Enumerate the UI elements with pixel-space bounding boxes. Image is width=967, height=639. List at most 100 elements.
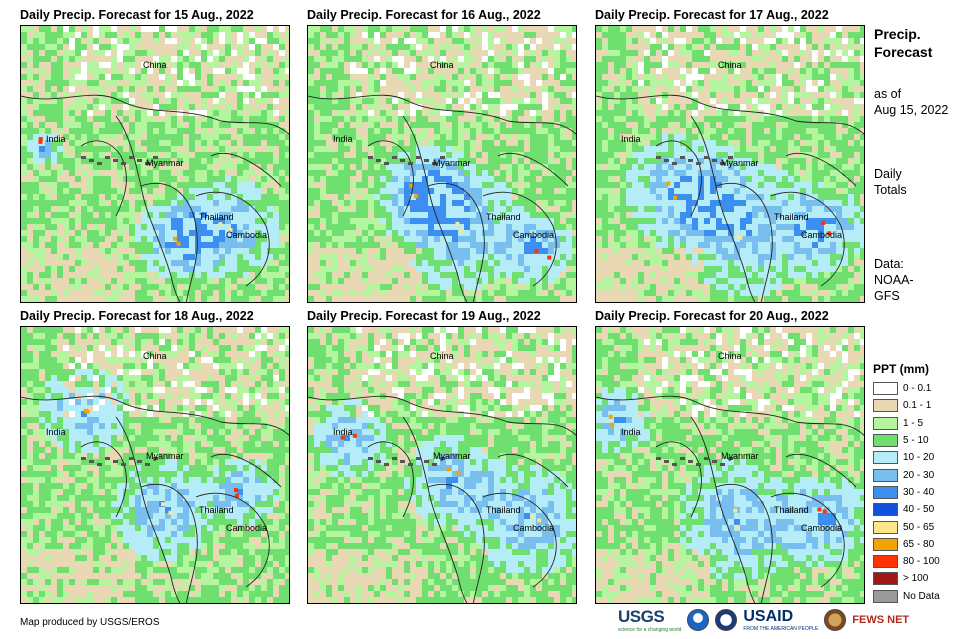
legend-row: 40 - 50 [873, 501, 965, 518]
map-graphic [596, 26, 864, 302]
legend-row: 10 - 20 [873, 449, 965, 466]
legend-label: 0 - 0.1 [903, 383, 932, 395]
map-graphic [21, 327, 289, 603]
usaid-logo-text: USAID [743, 608, 794, 625]
map-panel-4: Daily Precip. Forecast for 18 Aug., 2022… [20, 309, 290, 611]
precip-map: China India Myanmar Thailand Cambodia [595, 326, 865, 604]
label-cambodia: Cambodia [513, 230, 555, 240]
label-china: China [430, 351, 454, 361]
data-line2: NOAA- [874, 273, 914, 287]
legend-label: 50 - 65 [903, 521, 935, 533]
label-thailand: Thailand [486, 505, 521, 515]
usaid-logo: USAID FROM THE AMERICAN PEOPLE [743, 608, 818, 632]
credit-text: Map produced by USGS/EROS [20, 617, 160, 628]
map-panel-5: Daily Precip. Forecast for 19 Aug., 2022… [307, 309, 577, 611]
label-china: China [430, 60, 454, 70]
fews-net-logo: FEWS NET [852, 614, 910, 626]
legend-title: PPT (mm) [873, 362, 930, 376]
precip-map: China India Myanmar Thailand Cambodia [307, 25, 577, 303]
panel-title: Daily Precip. Forecast for 15 Aug., 2022 [20, 8, 254, 22]
usaid-seal-icon [715, 609, 738, 631]
legend-row: 65 - 80 [873, 536, 965, 553]
legend: PPT (mm) 0 - 0.1 0.1 - 1 1 - 5 5 - 10 10 - 2… [873, 362, 965, 605]
panel-title: Daily Precip. Forecast for 20 Aug., 2022 [595, 309, 829, 323]
legend-swatch [873, 451, 898, 465]
map-panel-3: Daily Precip. Forecast for 17 Aug., 2022… [595, 8, 865, 310]
as-of-date: Aug 15, 2022 [874, 103, 949, 117]
legend-label: 5 - 10 [903, 435, 929, 447]
legend-label: > 100 [903, 573, 929, 585]
legend-label: 0.1 - 1 [903, 400, 932, 412]
label-myanmar: Myanmar [146, 451, 184, 461]
label-india: India [46, 134, 66, 144]
legend-label: No Data [903, 590, 940, 602]
precip-map: China India Myanmar Thailand Cambodia [307, 326, 577, 604]
label-thailand: Thailand [199, 212, 234, 222]
legend-swatch [873, 485, 898, 499]
precip-map: China India Myanmar Thailand Cambodia [595, 25, 865, 303]
side-title-line1: Precip. [874, 26, 921, 42]
as-of-block: as of Aug 15, 2022 [874, 86, 948, 118]
label-thailand: Thailand [486, 212, 521, 222]
label-myanmar: Myanmar [433, 158, 471, 168]
label-china: China [143, 351, 167, 361]
precip-map: China India Myanmar Thailand Cambodia [20, 25, 290, 303]
label-cambodia: Cambodia [801, 230, 843, 240]
side-title: Precip. Forecast [874, 25, 932, 61]
precip-map: China India Myanmar Thailand Cambodia [20, 326, 290, 604]
legend-swatch [873, 572, 898, 586]
usaid-tagline: FROM THE AMERICAN PEOPLE [743, 626, 819, 632]
as-of-label: as of [874, 87, 902, 101]
data-source-block: Data: NOAA- GFS [874, 256, 914, 304]
legend-label: 80 - 100 [903, 556, 940, 568]
legend-swatch [873, 468, 898, 482]
legend-row: 1 - 5 [873, 415, 965, 432]
legend-label: 20 - 30 [903, 469, 935, 481]
map-graphic [308, 26, 576, 302]
usgs-logo-text: USGS [618, 607, 665, 626]
legend-swatch [873, 537, 898, 551]
label-myanmar: Myanmar [721, 158, 759, 168]
totals-line1: Daily [874, 167, 902, 181]
totals-block: Daily Totals [874, 166, 907, 198]
label-myanmar: Myanmar [433, 451, 471, 461]
legend-row: 0.1 - 1 [873, 397, 965, 414]
panel-title: Daily Precip. Forecast for 19 Aug., 2022 [307, 309, 541, 323]
label-myanmar: Myanmar [146, 158, 184, 168]
usgs-logo: USGS science for a changing world [618, 607, 681, 633]
label-india: India [333, 134, 353, 144]
legend-swatch [873, 520, 898, 534]
legend-swatch [873, 416, 898, 430]
legend-row: 80 - 100 [873, 553, 965, 570]
label-thailand: Thailand [774, 212, 809, 222]
legend-row: 50 - 65 [873, 518, 965, 535]
map-panel-2: Daily Precip. Forecast for 16 Aug., 2022… [307, 8, 577, 310]
label-india: India [621, 134, 641, 144]
label-thailand: Thailand [774, 505, 809, 515]
panel-title: Daily Precip. Forecast for 16 Aug., 2022 [307, 8, 541, 22]
label-cambodia: Cambodia [226, 523, 268, 533]
fews-globe-icon [824, 609, 847, 631]
logo-strip: USGS science for a changing world USAID … [618, 606, 909, 634]
legend-label: 65 - 80 [903, 538, 935, 550]
legend-swatch [873, 382, 898, 396]
totals-line2: Totals [874, 183, 907, 197]
legend-row: 5 - 10 [873, 432, 965, 449]
side-title-line2: Forecast [874, 44, 933, 60]
label-thailand: Thailand [199, 505, 234, 515]
label-china: China [143, 60, 167, 70]
label-cambodia: Cambodia [226, 230, 268, 240]
legend-label: 10 - 20 [903, 452, 935, 464]
label-india: India [621, 427, 641, 437]
legend-swatch [873, 503, 898, 517]
noaa-logo-icon [687, 609, 710, 631]
label-myanmar: Myanmar [721, 451, 759, 461]
label-cambodia: Cambodia [513, 523, 555, 533]
legend-row: No Data [873, 588, 965, 605]
label-cambodia: Cambodia [801, 523, 843, 533]
map-graphic [21, 26, 289, 302]
legend-label: 30 - 40 [903, 486, 935, 498]
label-india: India [333, 427, 353, 437]
legend-swatch [873, 399, 898, 413]
legend-row: 30 - 40 [873, 484, 965, 501]
